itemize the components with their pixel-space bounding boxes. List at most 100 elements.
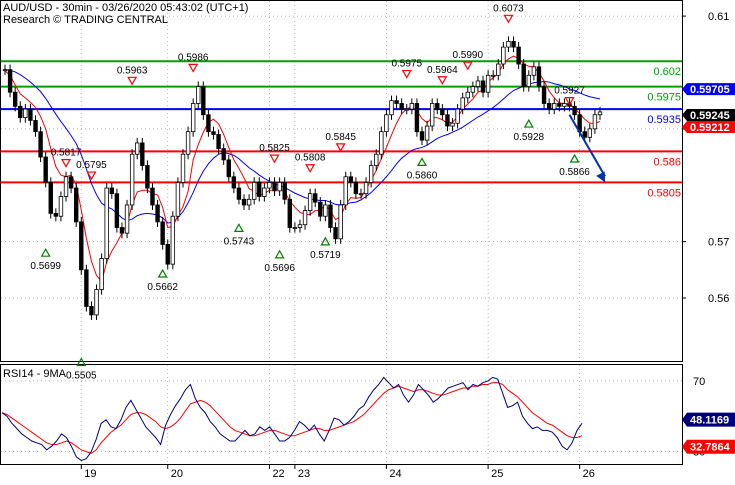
time-tick-label: 26 [583,468,595,480]
candle-body [165,244,170,265]
candle-body [333,227,338,240]
support-marker [416,157,428,167]
candle-body [399,103,404,110]
low-label: 0.5928 [514,132,545,143]
candle-body [475,80,481,87]
high-label: 0.5927 [554,86,585,97]
candle-body [389,100,394,116]
candle-body [135,142,140,155]
candle-body [368,165,374,183]
candle-body [180,153,186,183]
candle-body [73,187,79,223]
candle-body [572,105,577,116]
level-label: 0.602 [653,66,681,78]
rsi-panel-frame [0,364,683,465]
candle-body [511,41,516,48]
high-label: 0.5845 [325,132,356,143]
candlestick-series [2,36,603,320]
candle-body [318,201,323,217]
resistance-marker [335,143,346,153]
high-label: 0.5975 [391,59,422,70]
candle-body [201,86,206,116]
candle-body [267,182,272,189]
resistance-marker [86,171,97,181]
resistance-marker [127,76,138,86]
candle-body [363,182,369,195]
support-marker [569,153,580,163]
candle-body [470,86,476,93]
candle-body [124,204,130,234]
candle-body [145,165,150,189]
candle-body [28,108,33,121]
low-label: 0.5866 [559,167,590,178]
candle-body [491,74,496,77]
candle-body [12,91,18,107]
candle-body [211,131,216,135]
support-marker [523,118,534,128]
high-label: 0.5808 [295,153,326,164]
candle-body [175,182,181,217]
rsi-value-tag [682,412,735,427]
rsi-line [1,376,583,462]
candle-body [2,69,8,72]
candle-body [460,97,465,110]
price-tick-label: 0.57 [708,237,729,249]
candle-body [119,227,125,234]
ma-slow-line [4,69,601,224]
candle-body [485,74,491,93]
candle-body [557,103,562,107]
time-axis: 19 20 22 23 24 25 26 [80,464,595,480]
time-tick-label: 19 [84,468,96,480]
candle-body [160,221,165,245]
resistance-marker [564,97,575,106]
candle-body [216,134,221,149]
candle-body [18,105,23,118]
price-tick-label: 0.61 [708,11,729,23]
candle-body [531,66,537,76]
candle-body [292,227,298,229]
candle-body [414,103,420,133]
low-label: 0.5662 [147,282,178,293]
resistance-marker [503,14,514,24]
candle-body [496,63,501,76]
low-label: 0.5505 [66,371,97,382]
support-marker [274,249,285,259]
candle-body [409,103,415,110]
candle-body [480,80,486,93]
candle-body [516,46,521,65]
rsi-value-label: 32.7864 [690,442,731,454]
candle-body [89,306,94,316]
candle-body [221,148,226,161]
candle-body [521,63,526,87]
candle-body [104,187,109,259]
candle-body [7,69,13,93]
candle-body [251,182,257,200]
resistance-marker [60,159,72,168]
candle-body [536,66,542,87]
price-tag [682,109,735,122]
time-tick-label: 22 [272,468,284,480]
candle-body [328,204,333,228]
price-tag-label: 0.59705 [690,84,730,96]
candle-body [155,204,160,223]
time-tick-label: 23 [298,468,310,480]
rsi-tick-label: 70 [693,376,705,388]
time-tick-label: 24 [389,468,401,480]
candle-body [79,221,84,271]
candle-body [597,111,603,116]
candle-body [592,114,598,130]
rsi-value-tag [682,439,735,454]
candle-body [353,182,359,195]
candle-body [33,119,38,133]
rsi-grid [1,365,682,464]
level-label: 0.5935 [647,114,681,126]
low-label: 0.5743 [224,236,255,247]
candle-body [241,198,247,206]
candle-body [419,131,425,141]
candle-body [374,153,379,166]
candle-body [552,103,557,110]
candle-body [185,131,191,155]
